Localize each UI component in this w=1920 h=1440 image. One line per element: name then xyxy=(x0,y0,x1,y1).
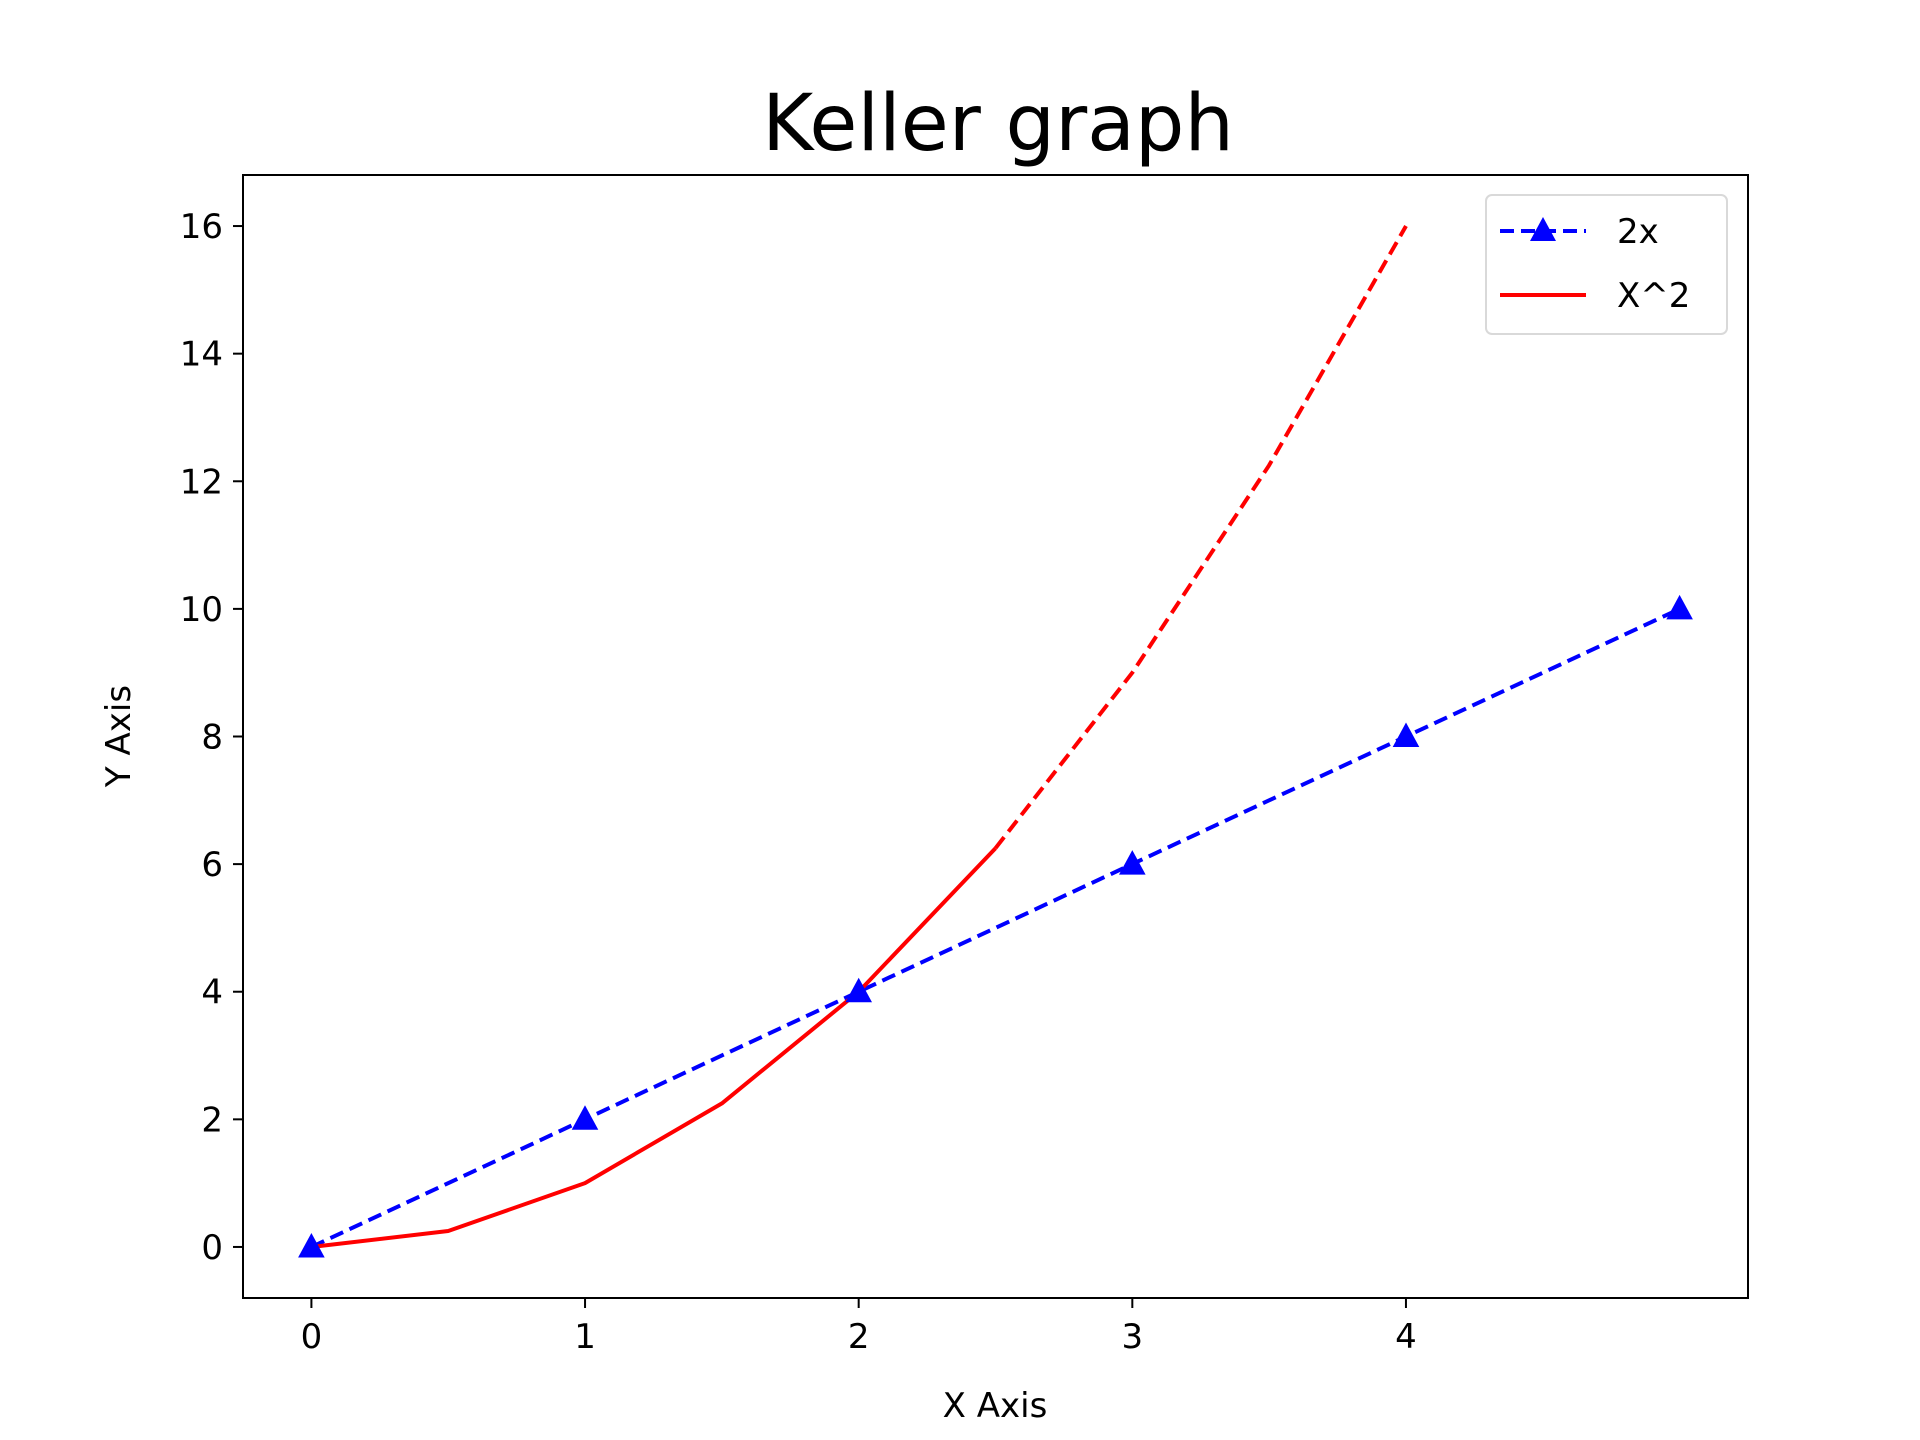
y-tick-label: 0 xyxy=(201,1228,223,1268)
chart-title: Keller graph xyxy=(762,79,1234,169)
legend-label-2x: 2x xyxy=(1617,212,1659,252)
legend: 2x X^2 xyxy=(1485,194,1728,335)
series-0-point-4 xyxy=(1392,722,1420,747)
x-tick-label: 0 xyxy=(301,1317,323,1357)
y-axis-label: Y Axis xyxy=(99,685,139,788)
x-tick-label: 4 xyxy=(1395,1317,1417,1357)
x-tick-label: 1 xyxy=(574,1317,596,1357)
series-0-point-0 xyxy=(298,1233,325,1258)
y-tick-label: 2 xyxy=(201,1100,223,1140)
series-layer xyxy=(310,225,1681,1249)
legend-frame xyxy=(1485,194,1728,335)
y-tick-label: 10 xyxy=(180,590,223,630)
y-tick-label: 16 xyxy=(180,207,223,247)
legend-label-x2: X^2 xyxy=(1617,276,1690,316)
y-tick-label: 14 xyxy=(180,335,223,375)
y-tick-label: 4 xyxy=(201,973,223,1013)
series-0-point-2 xyxy=(845,977,872,1003)
series-0-point-1 xyxy=(571,1105,599,1130)
series-line-2 xyxy=(993,225,1408,850)
y-tick-label: 6 xyxy=(201,845,223,885)
marker-layer xyxy=(298,594,1693,1258)
y-tick-label: 8 xyxy=(201,718,223,758)
y-tick-label: 12 xyxy=(180,462,223,502)
x-tick-label: 3 xyxy=(1121,1317,1143,1357)
series-0-point-5 xyxy=(1666,594,1693,620)
series-line-1 xyxy=(311,846,997,1249)
legend-marker-2x xyxy=(1530,217,1556,241)
x-tick-label: 2 xyxy=(848,1317,870,1357)
series-0-point-3 xyxy=(1119,850,1146,875)
y-axis-ticks: 0 2 4 6 8 10 12 14 16 xyxy=(180,207,243,1268)
x-axis-ticks: 0 1 2 3 4 xyxy=(301,1298,1417,1357)
x-axis-label: X Axis xyxy=(943,1386,1048,1426)
